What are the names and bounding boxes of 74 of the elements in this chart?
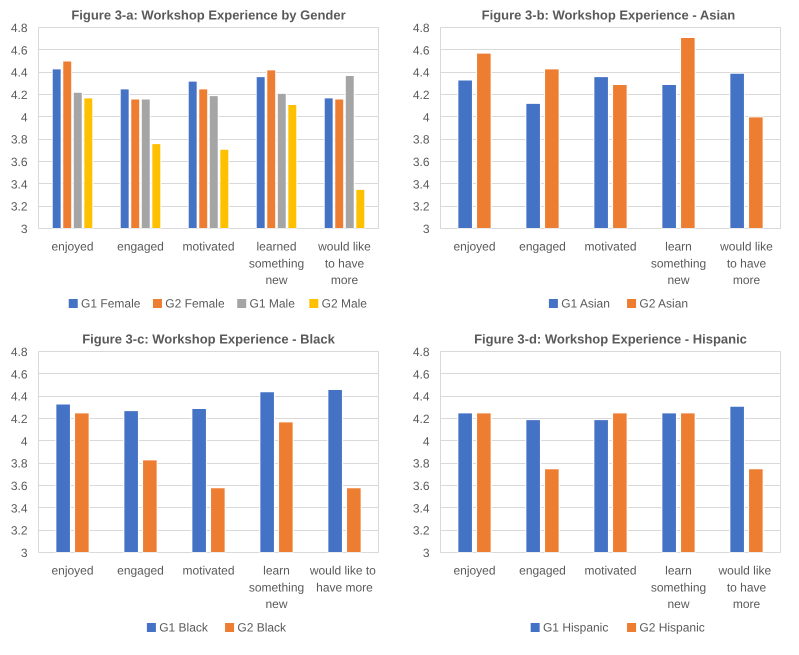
y-tick-label: 4.4: [412, 390, 430, 404]
x-tick-label: learn something new: [650, 564, 706, 612]
x-tick-label: learned something new: [248, 240, 304, 288]
y-tick-label: 3.6: [412, 155, 430, 169]
x-tick-label: enjoyed: [51, 240, 94, 254]
x-tick-label: would like to have more: [308, 564, 376, 594]
x-tick-label: learn something new: [650, 240, 706, 288]
y-tick-label: 3.2: [412, 524, 430, 538]
chart-title: Figure 3-a: Workshop Experience by Gender: [71, 8, 346, 22]
y-tick-label: 4.8: [412, 345, 430, 359]
y-tick-label: 4: [20, 110, 28, 124]
y-tick-label: 3: [422, 222, 430, 236]
y-tick-label: 3.6: [10, 479, 28, 493]
y-tick-label: 4.8: [412, 21, 430, 35]
y-tick-label: 4.6: [412, 43, 430, 58]
y-tick-label: 4.4: [412, 66, 430, 80]
x-tick-label: motivated: [584, 564, 637, 578]
x-tick-label: learn something new: [248, 564, 304, 612]
y-tick-label: 3.4: [412, 501, 430, 516]
x-tick-label: enjoyed: [453, 240, 496, 254]
y-tick-label: 4: [422, 110, 430, 124]
x-tick-label: engaged: [519, 240, 566, 254]
y-tick-label: 3.6: [10, 155, 28, 169]
y-tick-label: 3.4: [10, 177, 28, 192]
y-tick-label: 4: [422, 434, 430, 448]
x-tick-label: engaged: [117, 564, 164, 578]
x-tick-label: would like to have more: [717, 564, 772, 612]
y-tick-label: 4: [20, 434, 28, 448]
y-tick-label: 3.4: [412, 177, 430, 192]
x-tick-label: engaged: [117, 240, 164, 254]
y-tick-label: 4.4: [10, 66, 28, 80]
legend-label: G2 Male: [322, 296, 368, 310]
x-tick-label: enjoyed: [453, 564, 496, 578]
y-tick-label: 4.8: [10, 345, 28, 359]
x-tick-label: enjoyed: [51, 564, 94, 578]
chart-title: Figure 3-b: Workshop Experience - Asian: [482, 8, 736, 22]
x-tick-label: would like to have more: [719, 240, 774, 288]
legend-label: G1 Male: [250, 296, 296, 310]
legend-label: G1 Female: [81, 296, 141, 310]
legend-label: G2 Asian: [639, 296, 688, 310]
y-tick-label: 4.4: [10, 390, 28, 404]
y-tick-label: 4.6: [412, 367, 430, 382]
y-tick-label: 4.2: [412, 412, 430, 426]
y-tick-label: 4.2: [10, 88, 28, 102]
chart-title: Figure 3-c: Workshop Experience - Black: [82, 332, 336, 346]
legend-label: G1 Asian: [561, 296, 610, 310]
y-tick-label: 3.2: [412, 200, 430, 214]
y-tick-label: 3.8: [412, 132, 430, 147]
y-tick-label: 4.8: [10, 21, 28, 35]
y-tick-label: 3: [422, 546, 430, 560]
x-tick-label: would like to have more: [317, 240, 372, 288]
y-tick-label: 3.2: [10, 524, 28, 538]
legend-label: G2 Hispanic: [639, 620, 705, 634]
y-tick-label: 3.6: [412, 479, 430, 493]
y-tick-label: 3.2: [10, 200, 28, 214]
x-tick-label: motivated: [584, 240, 637, 254]
y-tick-label: 3: [20, 546, 28, 560]
y-tick-label: 3: [20, 222, 28, 236]
x-tick-label: motivated: [182, 240, 235, 254]
y-tick-label: 4.6: [10, 367, 28, 382]
y-tick-label: 4.6: [10, 43, 28, 58]
x-tick-label: engaged: [519, 564, 566, 578]
legend-label: G2 Black: [237, 620, 288, 634]
legend-label: G1 Hispanic: [542, 620, 608, 634]
y-tick-label: 3.4: [10, 501, 28, 516]
y-tick-label: 3.8: [10, 456, 28, 471]
y-tick-label: 4.2: [10, 412, 28, 426]
chart-title: Figure 3-d: Workshop Experience - Hispanic: [474, 332, 747, 346]
x-tick-label: motivated: [182, 564, 235, 578]
y-tick-label: 3.8: [10, 132, 28, 147]
legend-label: G1 Black: [159, 620, 209, 634]
y-tick-label: 4.2: [412, 88, 430, 102]
y-tick-label: 3.8: [412, 456, 430, 471]
legend-label: G2 Female: [165, 296, 225, 310]
